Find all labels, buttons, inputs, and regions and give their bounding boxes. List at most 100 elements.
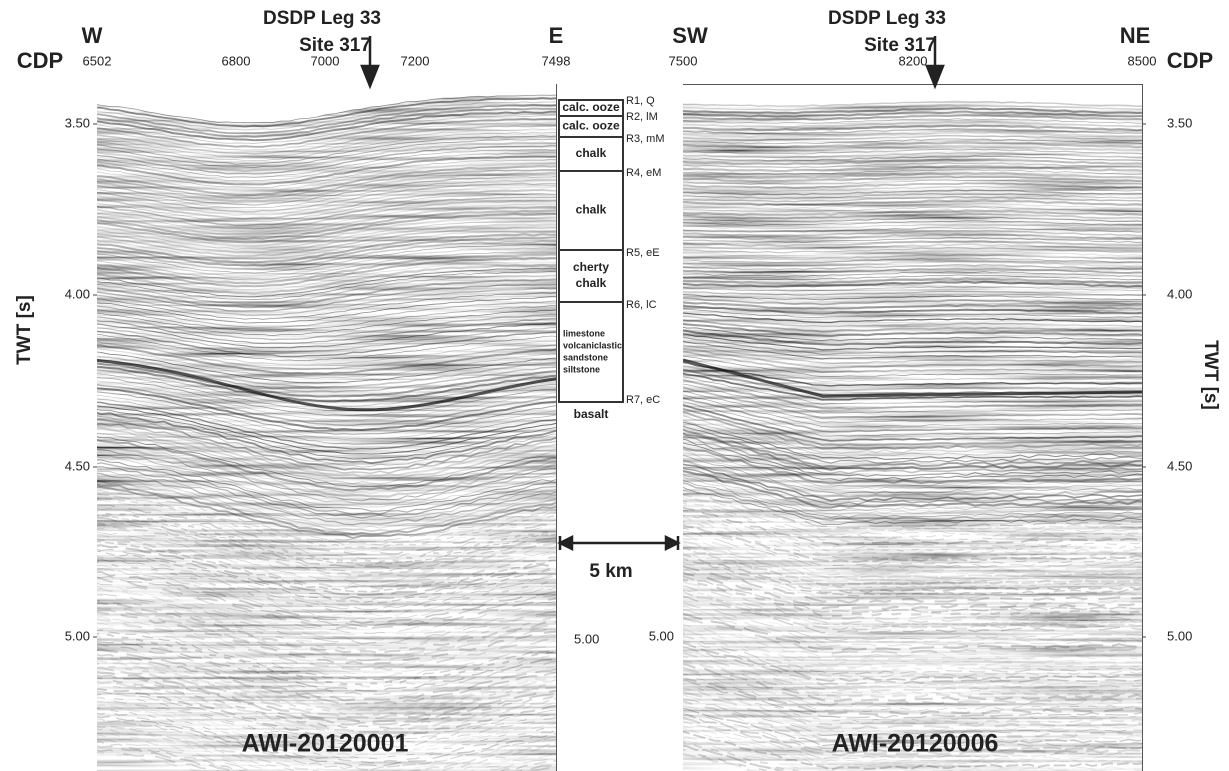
- reflector-line: [97, 490, 556, 542]
- reflector-line: [97, 493, 556, 546]
- reflector-line: [683, 329, 1142, 346]
- reflector-line: [97, 128, 556, 158]
- reflector-line: [683, 212, 1142, 220]
- reflector-line: [683, 379, 1142, 410]
- reflector-line: [97, 226, 556, 257]
- reflector-line: [97, 745, 556, 771]
- reflector-line: [683, 652, 1142, 692]
- reflector-line: [97, 600, 556, 652]
- cdp-label: CDP: [17, 48, 63, 73]
- reflector-line: [683, 376, 1142, 405]
- reflector-line: [683, 446, 1142, 485]
- scale-bar: [557, 534, 681, 552]
- reflector-line: [97, 696, 556, 750]
- reflector-line: [683, 319, 1142, 333]
- reflector-line: [97, 426, 556, 479]
- reflector-line: [683, 739, 1142, 771]
- reflector-line: [683, 527, 1142, 567]
- tick-label: 8500: [1128, 53, 1157, 68]
- reflector-line: [683, 419, 1142, 457]
- reflector-line: [683, 590, 1142, 631]
- reflector-line: [97, 690, 556, 743]
- reflector-line: [97, 616, 556, 669]
- reflector-line: [97, 648, 556, 702]
- reflector-line: [97, 212, 556, 244]
- site-label: Site 317: [299, 35, 371, 56]
- reflector-line: [683, 683, 1142, 722]
- reflector-line: [97, 564, 556, 617]
- reflector-line: [97, 117, 556, 148]
- reflector-line: [683, 131, 1142, 138]
- reflector-line: [97, 141, 556, 173]
- reflector-line: [97, 677, 556, 729]
- reflector-line: [97, 391, 556, 435]
- reflector-line: [683, 698, 1142, 736]
- reflector-line: [97, 741, 556, 771]
- unit-label: chalk: [576, 276, 607, 290]
- reflector-line: [97, 287, 556, 316]
- reflector-line: [683, 165, 1142, 173]
- tick-label: 8200: [899, 53, 928, 68]
- reflector-line: [97, 313, 556, 341]
- reflector-line: [683, 442, 1142, 482]
- reflector-line: [683, 516, 1142, 557]
- reflector-line: [683, 390, 1142, 423]
- reflector-label: R5, eE: [626, 247, 660, 259]
- reflector-line: [97, 715, 556, 767]
- reflector-label: R6, lC: [626, 299, 657, 311]
- reflector-line: [683, 227, 1142, 233]
- reflector-line: [97, 199, 556, 230]
- reflector-line: [97, 662, 556, 716]
- reflector-line: [683, 428, 1142, 468]
- reflector-line: [97, 263, 556, 295]
- reflector-line: [683, 274, 1142, 281]
- reflector-line: [97, 135, 556, 165]
- reflector-label: R4, eM: [626, 167, 661, 179]
- reflector-line: [97, 251, 556, 281]
- reflector-line: [683, 568, 1142, 608]
- site-label: DSDP Leg 33: [263, 8, 381, 29]
- reflector-line: [97, 317, 556, 344]
- reflector-line: [97, 292, 556, 320]
- reflector-line: [97, 656, 556, 710]
- reflector-line: [97, 587, 556, 642]
- reflector-line: [683, 660, 1142, 699]
- tick-label: 7500: [669, 53, 698, 68]
- reflector-line: [97, 104, 556, 135]
- unit-label: volcaniclastic: [563, 340, 622, 350]
- reflector-line: [97, 257, 556, 288]
- reflector-line: [97, 144, 556, 175]
- reflector-line: [97, 182, 556, 213]
- reflector-line: [683, 502, 1142, 543]
- water-column: [97, 90, 556, 123]
- reflector-line: [683, 322, 1142, 338]
- reflector-line: [97, 253, 556, 285]
- reflector-line: [683, 404, 1142, 442]
- reflector-line: [683, 448, 1142, 488]
- basement-reflector: [683, 358, 1142, 398]
- reflector-line: [683, 674, 1142, 712]
- reflector-line: [683, 297, 1142, 306]
- unit-box: [558, 301, 624, 403]
- reflector-line: [683, 421, 1142, 461]
- reflector-line: [683, 721, 1142, 760]
- unit-label: calc. ooze: [562, 119, 620, 133]
- reflector-line: [97, 185, 556, 216]
- reflector-line: [97, 233, 556, 264]
- reflector-line: [97, 409, 556, 460]
- reflector-line: [683, 308, 1142, 318]
- reflector-line: [97, 560, 556, 614]
- reflector-line: [683, 544, 1142, 583]
- reflector-line: [97, 278, 556, 309]
- reflector-line: [683, 589, 1142, 627]
- reflector-line: [683, 344, 1142, 365]
- reflector-line: [683, 247, 1142, 254]
- reflector-line: [97, 725, 556, 771]
- reflector-line: [683, 148, 1142, 155]
- tick-label: 3.50: [1167, 115, 1192, 130]
- reflector-line: [683, 694, 1142, 733]
- reflector-line: [683, 636, 1142, 676]
- reflector-line: [683, 509, 1142, 549]
- reflector-line: [97, 647, 556, 699]
